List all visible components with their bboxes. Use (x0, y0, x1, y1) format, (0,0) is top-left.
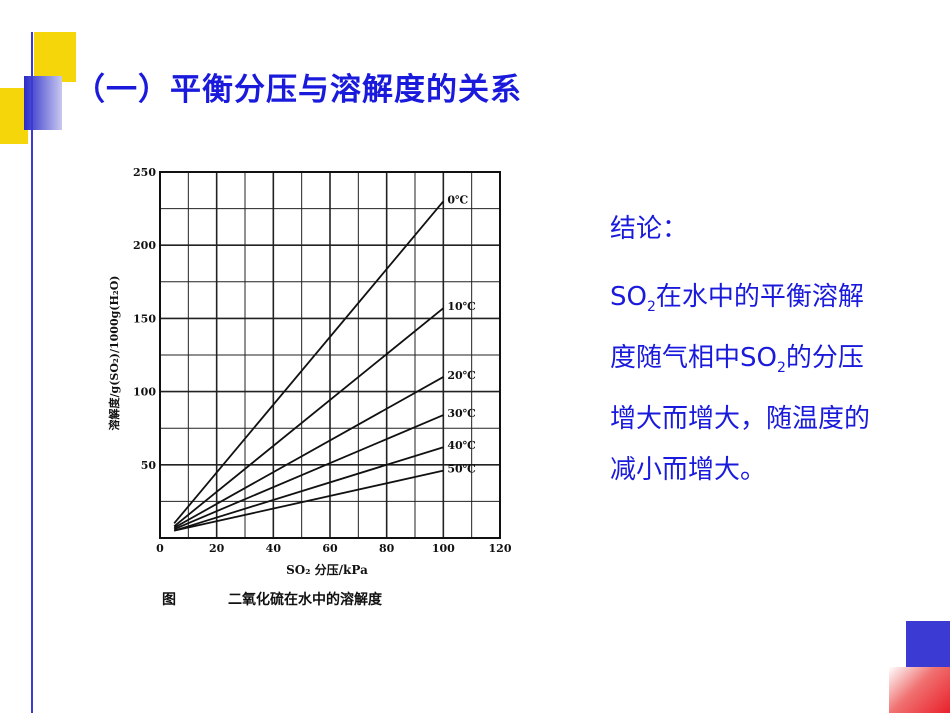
deco-blue-square (24, 76, 62, 130)
x-tick-label: 40 (266, 542, 282, 555)
series-line-0 (173, 200, 445, 524)
conclusion-part2: 在水中的平衡溶解度随气相中S (610, 282, 864, 374)
conclusion-heading: 结论： (610, 214, 689, 244)
series-label-0: 0℃ (447, 193, 468, 206)
series-label-4: 40℃ (447, 439, 476, 452)
series-line-2 (173, 376, 444, 529)
x-tick-label: 60 (322, 542, 338, 555)
deco-yellow-square-top (34, 32, 76, 82)
deco-vertical-rule (31, 32, 33, 713)
deco-yellow-square-left (0, 88, 28, 144)
solubility-figure: 0 20 40 60 80 100 120 50 100 150 200 250 0℃ 10℃ 20℃ 30… (100, 158, 540, 622)
y-tick-label: 250 (133, 166, 156, 179)
y-tick-label: 200 (133, 239, 156, 252)
conclusion-text: SO2在水中的平衡溶解度随气相中SO2的分压增大而增大，随温度的减小而增大。 (610, 272, 872, 496)
series-line-5 (173, 469, 444, 532)
x-tick-label: 0 (156, 542, 164, 555)
x-tick-label: 20 (209, 542, 225, 555)
solubility-chart: 0 20 40 60 80 100 120 50 100 150 200 250 0℃ 10℃ 20℃ 30… (107, 166, 512, 608)
chart-xlabel: SO₂ 分压/kPa (286, 562, 368, 577)
conclusion-part3: O (756, 343, 777, 374)
series-line-3 (173, 414, 444, 531)
conclusion-sub1: 2 (646, 299, 656, 316)
y-tick-label: 50 (141, 459, 157, 472)
y-tick-label: 100 (133, 386, 156, 399)
figure-caption-prefix: 图 (162, 592, 176, 608)
deco-red-square-bottom (889, 667, 950, 713)
x-tick-label: 80 (379, 542, 395, 555)
deco-blue-square-bottom (906, 621, 950, 667)
series-line-1 (173, 307, 444, 527)
x-tick-label: 120 (489, 542, 512, 555)
series-label-5: 50℃ (447, 463, 476, 476)
chart-ylabel: 溶解度/g(SO₂)/1000g(H₂O) (107, 276, 121, 431)
x-tick-label: 100 (432, 542, 455, 555)
plot-frame (159, 171, 501, 539)
slide-title: （一）平衡分压与溶解度的关系 (74, 72, 522, 108)
series-label-1: 10℃ (447, 300, 476, 313)
series-label-3: 30℃ (447, 407, 476, 420)
conclusion-sub2: 2 (776, 360, 786, 377)
conclusion-part1: SO (610, 282, 647, 312)
series-line-4 (173, 446, 444, 532)
y-tick-label: 150 (133, 312, 156, 325)
figure-caption: 二氧化硫在水中的溶解度 (228, 591, 383, 608)
series-label-2: 20℃ (447, 369, 476, 382)
conclusion-part4: 的分压增大而增大，随温度的减小而增大。 (610, 343, 871, 486)
